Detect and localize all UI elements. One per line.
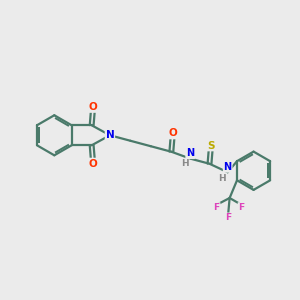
Text: O: O: [89, 102, 98, 112]
Text: O: O: [169, 128, 177, 139]
Text: O: O: [89, 158, 98, 169]
Text: H: H: [218, 174, 226, 183]
Text: H: H: [181, 159, 189, 168]
Text: N: N: [106, 130, 114, 140]
Text: F: F: [238, 203, 244, 212]
Text: N: N: [186, 148, 194, 158]
Text: F: F: [225, 213, 231, 222]
Text: F: F: [214, 203, 220, 212]
Text: S: S: [207, 140, 215, 151]
Text: N: N: [224, 162, 232, 172]
